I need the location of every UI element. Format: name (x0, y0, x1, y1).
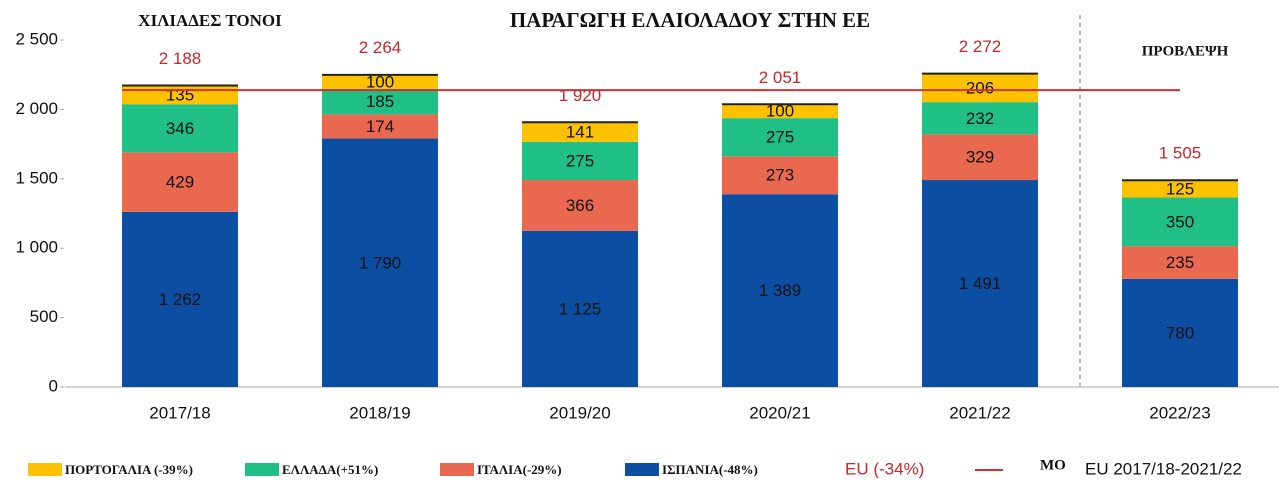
bar-segment (522, 122, 638, 142)
bar-segment (522, 141, 638, 181)
segment-label: 366 (566, 196, 594, 215)
x-tick-label: 2022/23 (1149, 403, 1210, 422)
segment-label: 100 (366, 72, 394, 91)
segment-label: 346 (166, 119, 194, 138)
segment-label: 1 790 (359, 253, 402, 272)
bar-segment (322, 74, 438, 89)
legend-swatch (28, 463, 62, 476)
chart-title: ΠΑΡΑΓΩΓΗ ΕΛΑΙΟΛΑΔΟΥ ΣΤΗΝ ΕΕ (510, 8, 870, 32)
bar-segment (722, 118, 838, 157)
bar-segment (122, 211, 238, 387)
x-tick-label: 2020/21 (749, 403, 810, 422)
bar-segment (922, 180, 1038, 387)
legend-swatch (625, 463, 659, 476)
segment-label: 1 125 (559, 299, 602, 318)
bar-segment (1122, 180, 1238, 198)
segment-label: 100 (766, 102, 794, 121)
legend-label: ΠΟΡΤΟΓΑΛΙΑ (-39%) (65, 462, 193, 477)
segment-label: 780 (1166, 323, 1194, 342)
segment-label: 174 (366, 117, 394, 136)
segment-label: 275 (566, 151, 594, 170)
bar-segment (922, 73, 1038, 103)
y-tick-label: 500 (30, 307, 58, 326)
unit-label: ΧΙΛΙΑΔΕΣ ΤΟΝΟΙ (138, 11, 282, 30)
bar-segment (1122, 246, 1238, 279)
segment-label: 235 (1166, 253, 1194, 272)
y-tick-label: 2 500 (15, 29, 58, 48)
bar-segment (522, 180, 638, 231)
bar-segment (922, 134, 1038, 181)
legend-label: ΕΛΛΑΔΑ(+51%) (282, 462, 378, 477)
segment-label: 141 (566, 123, 594, 142)
legend-label: ΜΟ (1040, 457, 1066, 473)
y-tick-label: 2 000 (15, 99, 58, 118)
bar-segment (322, 114, 438, 139)
bar-segment (322, 138, 438, 387)
y-tick-label: 1 500 (15, 168, 58, 187)
total-label: 2 188 (159, 49, 202, 68)
legend-label: EU 2017/18-2021/22 (1085, 459, 1242, 478)
bar-segment (1122, 278, 1238, 387)
segment-label: 350 (1166, 212, 1194, 231)
bar-segment (1122, 197, 1238, 247)
segment-label: 185 (366, 92, 394, 111)
forecast-label: ΠΡΟΒΛΕΨΗ (1142, 43, 1229, 59)
segment-label: 329 (966, 148, 994, 167)
bar-segment (722, 104, 838, 119)
bar-segment (922, 102, 1038, 135)
segment-label: 125 (1166, 179, 1194, 198)
x-tick-label: 2021/22 (949, 403, 1010, 422)
legend-label: EU (-34%) (845, 459, 924, 478)
legend-swatch (245, 463, 279, 476)
y-tick-label: 1 000 (15, 238, 58, 257)
legend-label: ΙΣΠΑΝΙΑ(-48%) (662, 462, 758, 477)
total-label: 2 272 (959, 37, 1002, 56)
bar-segment (522, 230, 638, 387)
segment-label: 135 (166, 85, 194, 104)
bar-segment (722, 194, 838, 387)
x-tick-label: 2018/19 (349, 403, 410, 422)
segment-label: 232 (966, 109, 994, 128)
legend-label: ΙΤΑΛΙΑ(-29%) (477, 462, 562, 477)
x-tick-label: 2019/20 (549, 403, 610, 422)
total-label: 1 505 (1159, 144, 1202, 163)
segment-label: 1 389 (759, 281, 802, 300)
x-tick-label: 2017/18 (149, 403, 210, 422)
segment-label: 1 491 (959, 274, 1002, 293)
total-label: 2 264 (359, 38, 402, 57)
segment-label: 429 (166, 173, 194, 192)
bar-segment (322, 88, 438, 115)
total-label: 2 051 (759, 68, 802, 87)
bar-segment (122, 104, 238, 153)
total-label: 1 920 (559, 86, 602, 105)
segment-label: 206 (966, 78, 994, 97)
segment-label: 1 262 (159, 290, 202, 309)
segment-label: 273 (766, 166, 794, 185)
segment-label: 275 (766, 128, 794, 147)
bar-segment (722, 156, 838, 195)
y-tick-label: 0 (49, 376, 58, 395)
legend-swatch (440, 463, 474, 476)
bar-segment (122, 152, 238, 212)
